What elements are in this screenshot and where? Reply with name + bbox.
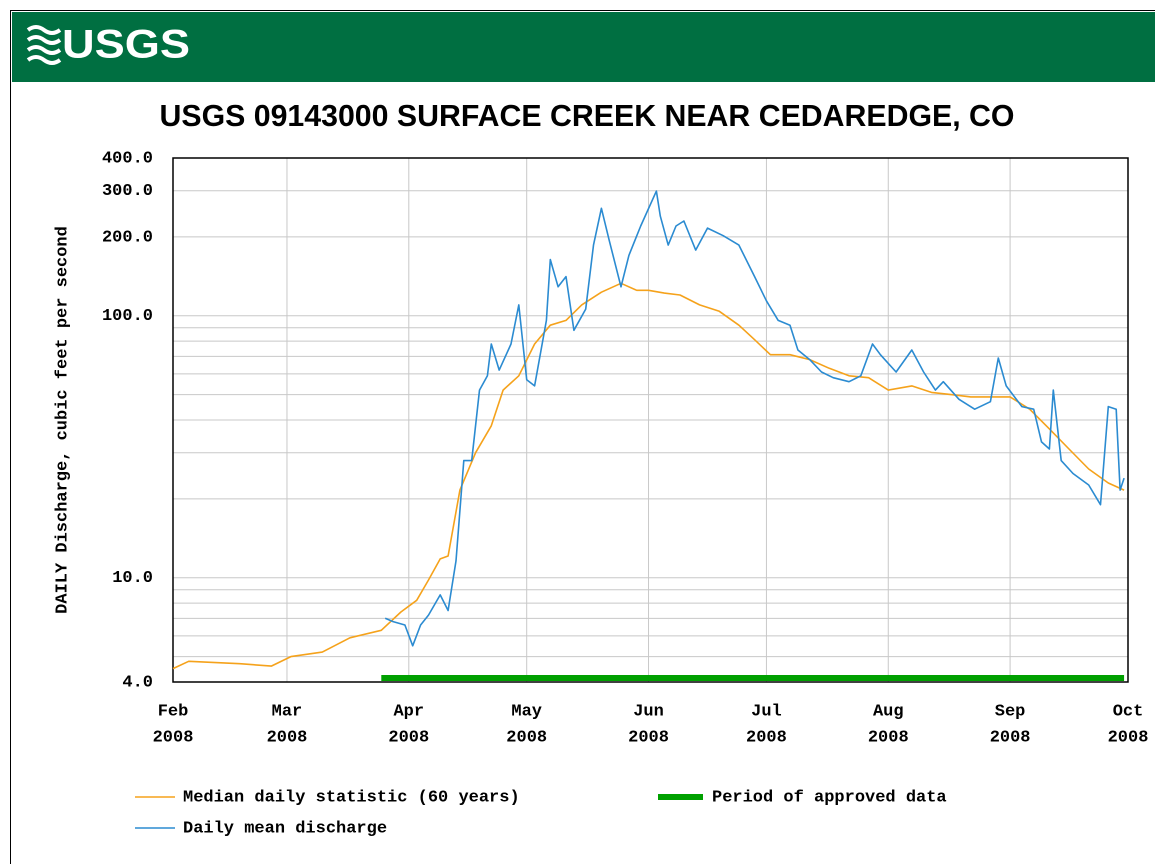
frame	[10, 10, 1155, 864]
x-tick-label: Sep	[995, 702, 1026, 721]
logo-waves	[26, 25, 62, 65]
x-tick-label: Feb	[158, 702, 189, 721]
data-line	[172, 282, 1125, 670]
y-tick-label: 300.0	[102, 182, 153, 201]
legend-swatch	[658, 794, 703, 800]
x-tick-label: 2008	[506, 728, 547, 747]
approved-period-bar	[381, 675, 1125, 681]
y-tick-label: 400.0	[102, 149, 153, 168]
x-tick-label: 2008	[990, 728, 1031, 747]
legend-label: Daily mean discharge	[183, 819, 387, 838]
data-line	[384, 190, 1125, 647]
y-tick-label: 200.0	[102, 228, 153, 247]
logo-text: USGS	[62, 23, 190, 67]
x-tick-label: 2008	[153, 728, 194, 747]
x-tick-label: 2008	[267, 728, 308, 747]
x-tick-label: 2008	[868, 728, 909, 747]
x-tick-label: May	[511, 702, 542, 721]
x-tick-label: 2008	[628, 728, 669, 747]
x-tick-label: Oct	[1113, 702, 1144, 721]
x-tick-label: Aug	[873, 702, 904, 721]
legend-label: Period of approved data	[712, 788, 947, 807]
plot-frame	[172, 157, 1129, 683]
y-tick-label: 10.0	[112, 569, 153, 588]
y-tick-label: 100.0	[102, 307, 153, 326]
x-tick-label: Apr	[393, 702, 424, 721]
x-tick-label: Jun	[633, 702, 664, 721]
legend-label: Median daily statistic (60 years)	[183, 788, 520, 807]
y-tick-label: 4.0	[122, 673, 153, 692]
x-tick-label: Jul	[751, 702, 782, 721]
y-axis-label: DAILY Discharge, cubic feet per second	[53, 226, 72, 614]
header-bar	[12, 12, 1155, 82]
x-tick-label: 2008	[388, 728, 429, 747]
x-tick-label: Mar	[272, 702, 303, 721]
x-tick-label: 2008	[1108, 728, 1149, 747]
chart-title: USGS 09143000 SURFACE CREEK NEAR CEDARED…	[160, 98, 1015, 133]
x-tick-label: 2008	[746, 728, 787, 747]
